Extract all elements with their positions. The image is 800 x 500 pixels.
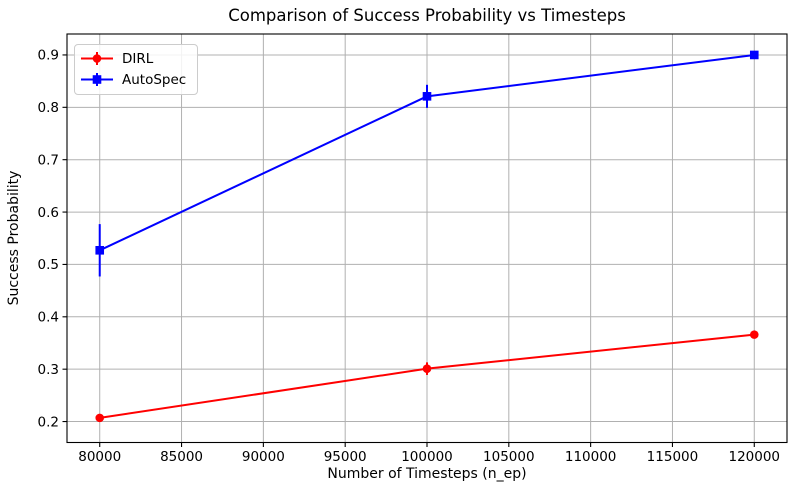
y-tick-label: 0.4	[38, 310, 59, 326]
y-tick-label: 0.6	[38, 205, 59, 221]
x-tick-label: 95000	[324, 449, 367, 465]
data-point-marker	[95, 413, 105, 423]
x-tick-label: 85000	[160, 449, 203, 465]
data-point-marker	[749, 50, 759, 60]
y-tick-label: 0.5	[38, 257, 59, 273]
legend-item-dirl: DIRL	[80, 49, 186, 68]
y-tick-label: 0.8	[38, 100, 59, 116]
x-axis-label: Number of Timesteps (n_ep)	[327, 466, 527, 482]
y-axis-label: Success Probability	[6, 170, 22, 306]
x-tick-label: 100000	[401, 449, 453, 465]
x-tick-label: 115000	[647, 449, 699, 465]
x-tick-label: 105000	[483, 449, 535, 465]
x-tick-label: 120000	[728, 449, 780, 465]
plot-border	[66, 33, 788, 444]
y-tick-label: 0.3	[38, 362, 59, 378]
y-tick-label: 0.2	[38, 414, 59, 430]
chart-title: Comparison of Success Probability vs Tim…	[228, 6, 626, 25]
legend-label-autospec: AutoSpec	[122, 71, 187, 88]
x-tick-label: 80000	[78, 449, 121, 465]
x-tick-label: 90000	[242, 449, 285, 465]
y-tick-label: 0.9	[38, 48, 59, 64]
chart-legend: DIRL AutoSpec	[74, 44, 199, 95]
legend-label-dirl: DIRL	[122, 50, 154, 67]
data-point-marker	[749, 330, 759, 339]
y-tick-label: 0.7	[38, 152, 59, 168]
data-point-marker	[422, 364, 432, 373]
data-point-marker	[422, 92, 432, 101]
legend-swatch-dirl-icon	[81, 52, 113, 65]
legend-swatch-autospec-icon	[81, 73, 113, 86]
data-point-marker	[95, 245, 105, 255]
x-tick-label: 110000	[565, 449, 617, 465]
legend-item-autospec: AutoSpec	[80, 70, 186, 89]
